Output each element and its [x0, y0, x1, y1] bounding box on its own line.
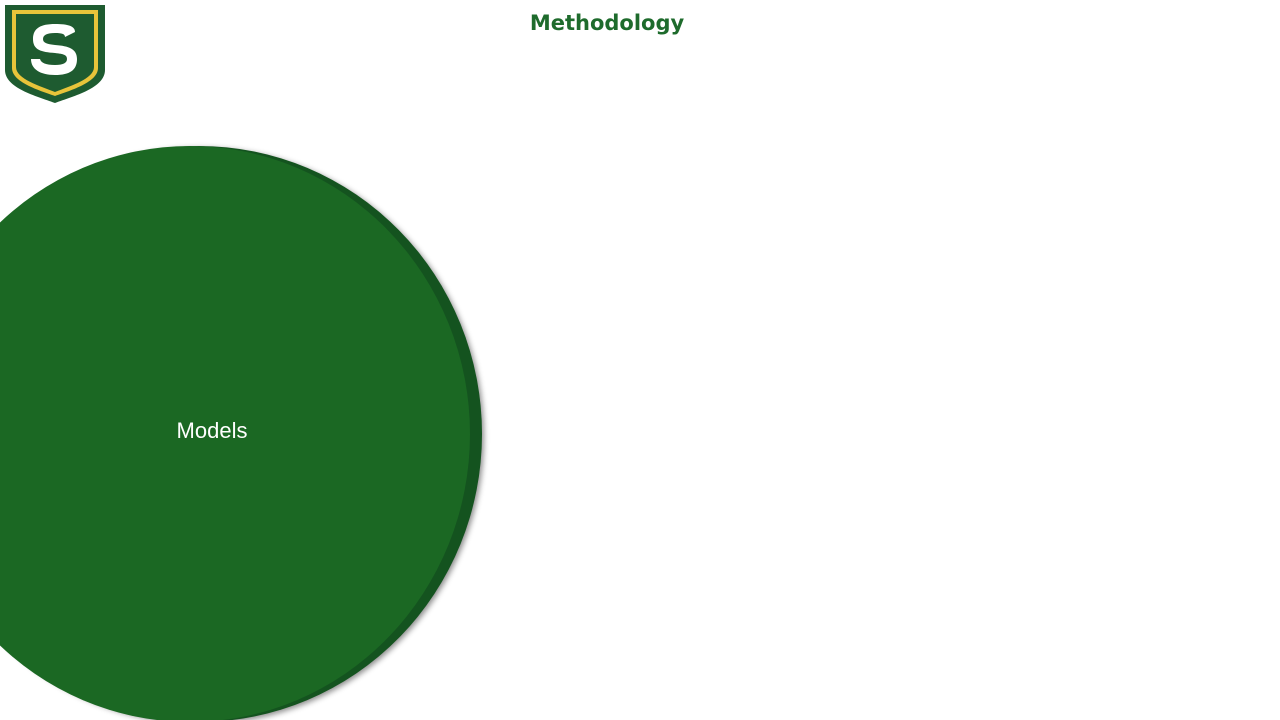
circle-label: Models [176, 418, 248, 443]
slide-title: Methodology [529, 11, 685, 35]
models-circle: Models [0, 146, 482, 720]
shield-logo-icon [4, 4, 106, 104]
circle-body [0, 146, 470, 720]
